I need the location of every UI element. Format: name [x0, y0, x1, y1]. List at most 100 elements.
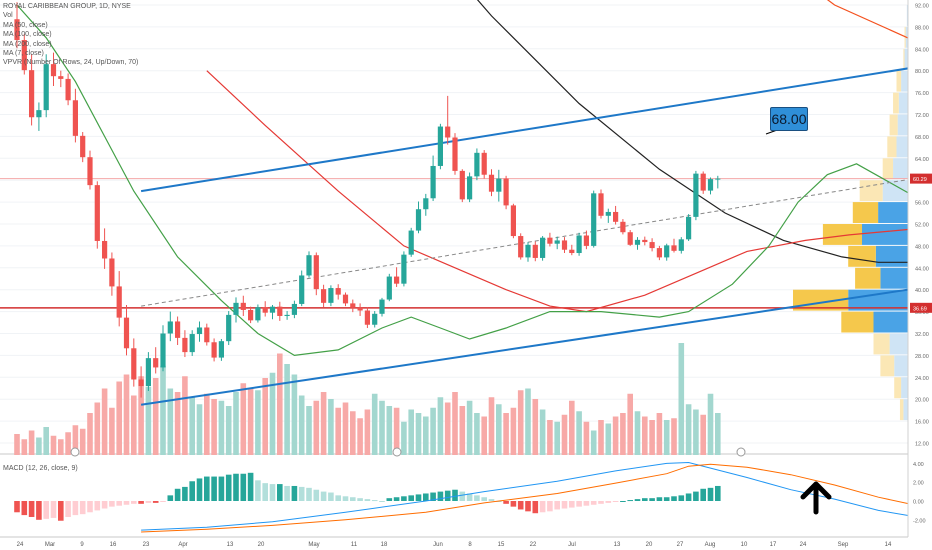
macd-histogram-bar	[328, 492, 334, 501]
vpvr-down-bar	[855, 267, 881, 289]
macd-histogram-bar	[101, 501, 108, 509]
price-axis-bg	[908, 0, 932, 550]
candle-body	[299, 275, 305, 304]
macd-histogram-bar	[196, 478, 203, 501]
volume-bar	[196, 404, 203, 455]
macd-histogram-bar	[123, 501, 130, 505]
macd-histogram-bar	[401, 496, 407, 501]
volume-bar	[649, 420, 655, 455]
candle-body	[561, 240, 568, 250]
volume-bar	[313, 400, 320, 455]
candle-body	[401, 254, 407, 284]
macd-histogram-bar	[255, 480, 261, 501]
volume-bar	[269, 372, 276, 455]
volume-bar	[182, 376, 188, 455]
volume-bar	[642, 416, 648, 455]
macd-histogram-bar	[627, 500, 633, 502]
volume-bar	[350, 411, 356, 455]
macd-tick-label: 4.00	[913, 462, 924, 468]
volume-bar	[517, 390, 524, 455]
volume-bar	[50, 435, 57, 455]
macd-histogram-bar	[174, 488, 181, 501]
candle-body	[686, 216, 692, 240]
vpvr-down-bar	[893, 92, 899, 114]
volume-bar	[605, 423, 612, 455]
volume-bar	[627, 393, 633, 455]
candle-body	[350, 303, 356, 308]
macd-histogram-bar	[554, 501, 560, 510]
candle-body	[94, 185, 100, 241]
vpvr-up-bar	[880, 267, 908, 289]
macd-histogram-bar	[342, 496, 349, 501]
volume-bar	[656, 413, 663, 455]
vpvr-up-bar	[882, 180, 908, 202]
vpvr-down-bar	[852, 202, 879, 223]
macd-histogram-bar	[590, 501, 597, 505]
macd-histogram-bar	[298, 486, 305, 501]
candle-body	[14, 19, 20, 41]
volume-bar	[160, 365, 166, 455]
macd-histogram-bar	[503, 501, 509, 504]
vpvr-up-bar	[896, 136, 908, 158]
volume-bar	[225, 406, 232, 455]
vpvr-up-bar	[906, 5, 908, 26]
date-tick-label: 15	[498, 542, 505, 548]
candle-body	[116, 286, 122, 318]
macd-histogram-bar	[423, 493, 429, 501]
volume-bar	[430, 407, 436, 455]
volume-bar	[547, 420, 553, 455]
vpvr-up-bar	[848, 289, 908, 311]
candle-body	[321, 289, 327, 303]
date-tick-label: Apr	[178, 542, 187, 548]
candle-body	[408, 230, 414, 255]
macd-histogram-bar	[116, 501, 122, 506]
candle-body	[437, 126, 443, 166]
volume-bar	[634, 411, 641, 455]
date-tick-label: Mar	[45, 542, 55, 548]
event-marker-icon	[736, 447, 746, 457]
vpvr-up-bar	[878, 202, 908, 223]
candle-body	[678, 239, 684, 251]
volume-bar	[328, 399, 334, 455]
candle-body	[196, 327, 203, 335]
volume-bar	[204, 393, 210, 455]
candle-body	[620, 221, 626, 233]
vpvr-down-bar	[873, 333, 890, 355]
candle-body	[467, 176, 473, 200]
macd-histogram-bar	[306, 487, 312, 501]
macd-histogram-bar	[160, 501, 166, 502]
volume-bar	[291, 374, 298, 455]
vpvr-up-bar	[901, 70, 908, 92]
volume-bar	[371, 393, 378, 455]
macd-histogram-bar	[233, 473, 239, 501]
date-tick-label: Jul	[568, 542, 576, 548]
candle-body	[65, 78, 71, 101]
vpvr-down-bar	[903, 48, 905, 70]
axes: 92.0088.0084.0080.0076.0072.0068.0064.00…	[17, 0, 932, 550]
vpvr-down-bar	[887, 136, 897, 158]
macd-legend: MACD (12, 26, close, 9)	[3, 465, 78, 472]
volume-bar	[131, 395, 137, 455]
candle-body	[80, 135, 86, 158]
candle-body	[415, 209, 422, 231]
candle-body	[583, 235, 589, 246]
price-annotation[interactable]: 68.00	[770, 107, 808, 131]
price-tick-label: 64.00	[915, 157, 929, 163]
candle-body	[233, 302, 239, 315]
candle-body	[50, 64, 57, 77]
volume-bar	[474, 413, 480, 455]
macd-histogram-bar	[350, 497, 356, 501]
macd-histogram-bar	[189, 481, 195, 501]
macd-line	[141, 461, 932, 531]
macd-histogram-bar	[671, 496, 677, 501]
price-tick-label: 76.00	[915, 91, 929, 97]
macd-histogram-bar	[364, 499, 371, 501]
volume-bar	[612, 416, 619, 455]
vpvr-up-bar	[898, 92, 908, 114]
candle-body	[189, 334, 195, 353]
candle-body	[284, 314, 290, 316]
macd-histogram-bar	[539, 501, 546, 513]
macd-histogram-bar	[152, 501, 159, 503]
volume-bar	[576, 411, 582, 455]
